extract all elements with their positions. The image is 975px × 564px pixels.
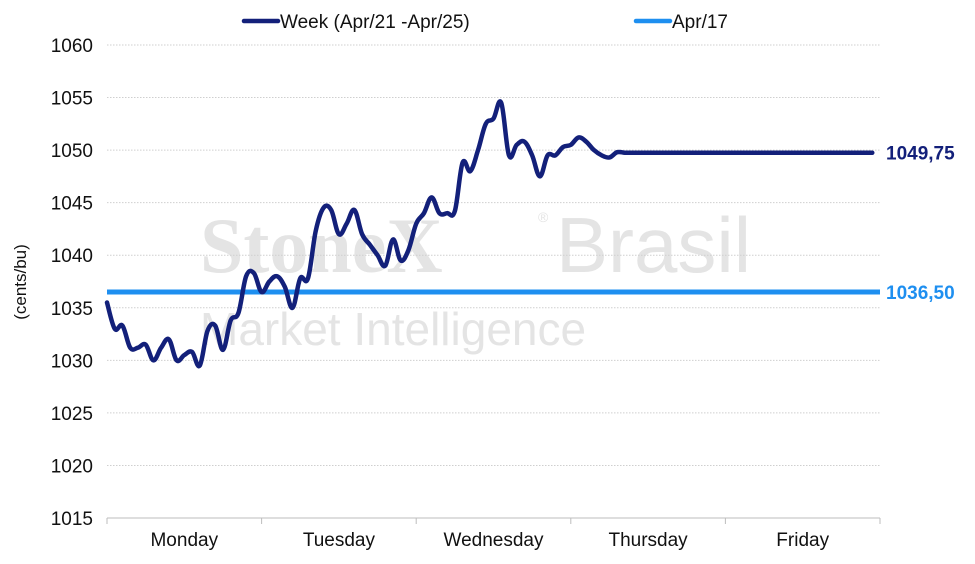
legend: Week (Apr/21 -Apr/25) Apr/17	[241, 12, 728, 33]
y-tick-label: 1050	[51, 141, 93, 162]
x-category-label: Tuesday	[303, 530, 376, 551]
x-category-label: Monday	[150, 530, 218, 551]
end-label-week: 1049,75	[886, 144, 955, 165]
end-label-apr17: 1036,50	[886, 283, 955, 304]
y-tick-labels: 1060 1055 1050 1045 1040 1035 1030 1025 1020 1015	[51, 36, 93, 530]
legend-label-apr17: Apr/17	[672, 12, 728, 33]
y-tick-label: 1030	[51, 351, 93, 372]
y-tick-label: 1055	[51, 89, 93, 110]
y-tick-label: 1035	[51, 299, 93, 320]
y-tick-label: 1060	[51, 36, 93, 57]
x-category-label: Wednesday	[444, 530, 544, 551]
watermark-registered-mark: ®	[538, 209, 549, 225]
watermark-subtitle: Market Intelligence	[200, 303, 586, 355]
series-line-week	[104, 99, 875, 369]
x-category-label: Friday	[776, 530, 829, 551]
y-tick-label: 1015	[51, 509, 93, 530]
watermark: StoneX ® Brasil Market Intelligence	[200, 201, 751, 355]
x-axis: Monday Tuesday Wednesday Thursday Friday	[106, 517, 881, 551]
y-tick-label: 1040	[51, 246, 93, 267]
y-tick-label: 1045	[51, 194, 93, 215]
x-category-label: Thursday	[608, 530, 688, 551]
end-labels: 1049,75 1036,50	[886, 144, 955, 304]
legend-label-week: Week (Apr/21 -Apr/25)	[280, 12, 470, 33]
watermark-brasil: Brasil	[556, 201, 751, 289]
series-layer	[104, 99, 880, 369]
y-tick-label: 1025	[51, 404, 93, 425]
y-tick-label: 1020	[51, 456, 93, 477]
y-axis-label: (cents/bu)	[11, 244, 30, 320]
